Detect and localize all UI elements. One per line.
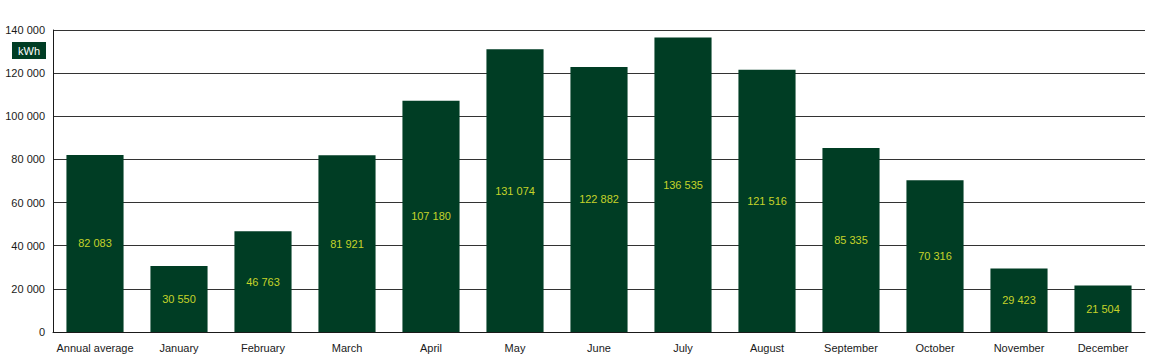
svg-text:120 000: 120 000	[5, 67, 45, 79]
svg-text:August: August	[750, 342, 784, 354]
svg-text:October: October	[915, 342, 954, 354]
svg-text:100 000: 100 000	[5, 110, 45, 122]
svg-text:107 180: 107 180	[411, 210, 451, 222]
svg-text:60 000: 60 000	[11, 197, 45, 209]
svg-text:January: January	[159, 342, 199, 354]
svg-text:131 074: 131 074	[495, 185, 535, 197]
svg-text:122 882: 122 882	[579, 193, 619, 205]
svg-text:Annual average: Annual average	[56, 342, 133, 354]
svg-text:85 335: 85 335	[834, 234, 868, 246]
svg-text:June: June	[587, 342, 611, 354]
svg-text:81 921: 81 921	[330, 238, 364, 250]
svg-text:20 000: 20 000	[11, 283, 45, 295]
svg-text:46 763: 46 763	[246, 276, 280, 288]
svg-text:February: February	[241, 342, 286, 354]
svg-text:40 000: 40 000	[11, 240, 45, 252]
svg-text:21 504: 21 504	[1086, 303, 1120, 315]
svg-text:April: April	[420, 342, 442, 354]
svg-text:May: May	[505, 342, 526, 354]
svg-text:July: July	[673, 342, 693, 354]
svg-text:kWh: kWh	[18, 45, 40, 57]
svg-text:December: December	[1078, 342, 1129, 354]
svg-text:March: March	[332, 342, 363, 354]
svg-text:70 316: 70 316	[918, 250, 952, 262]
svg-text:80 000: 80 000	[11, 153, 45, 165]
svg-text:82 083: 82 083	[78, 237, 112, 249]
svg-text:140 000: 140 000	[5, 24, 45, 36]
svg-text:136 535: 136 535	[663, 179, 703, 191]
svg-text:121 516: 121 516	[747, 195, 787, 207]
svg-text:29 423: 29 423	[1002, 294, 1036, 306]
svg-text:November: November	[994, 342, 1045, 354]
svg-text:September: September	[824, 342, 878, 354]
svg-text:30 550: 30 550	[162, 293, 196, 305]
svg-text:0: 0	[39, 326, 45, 338]
